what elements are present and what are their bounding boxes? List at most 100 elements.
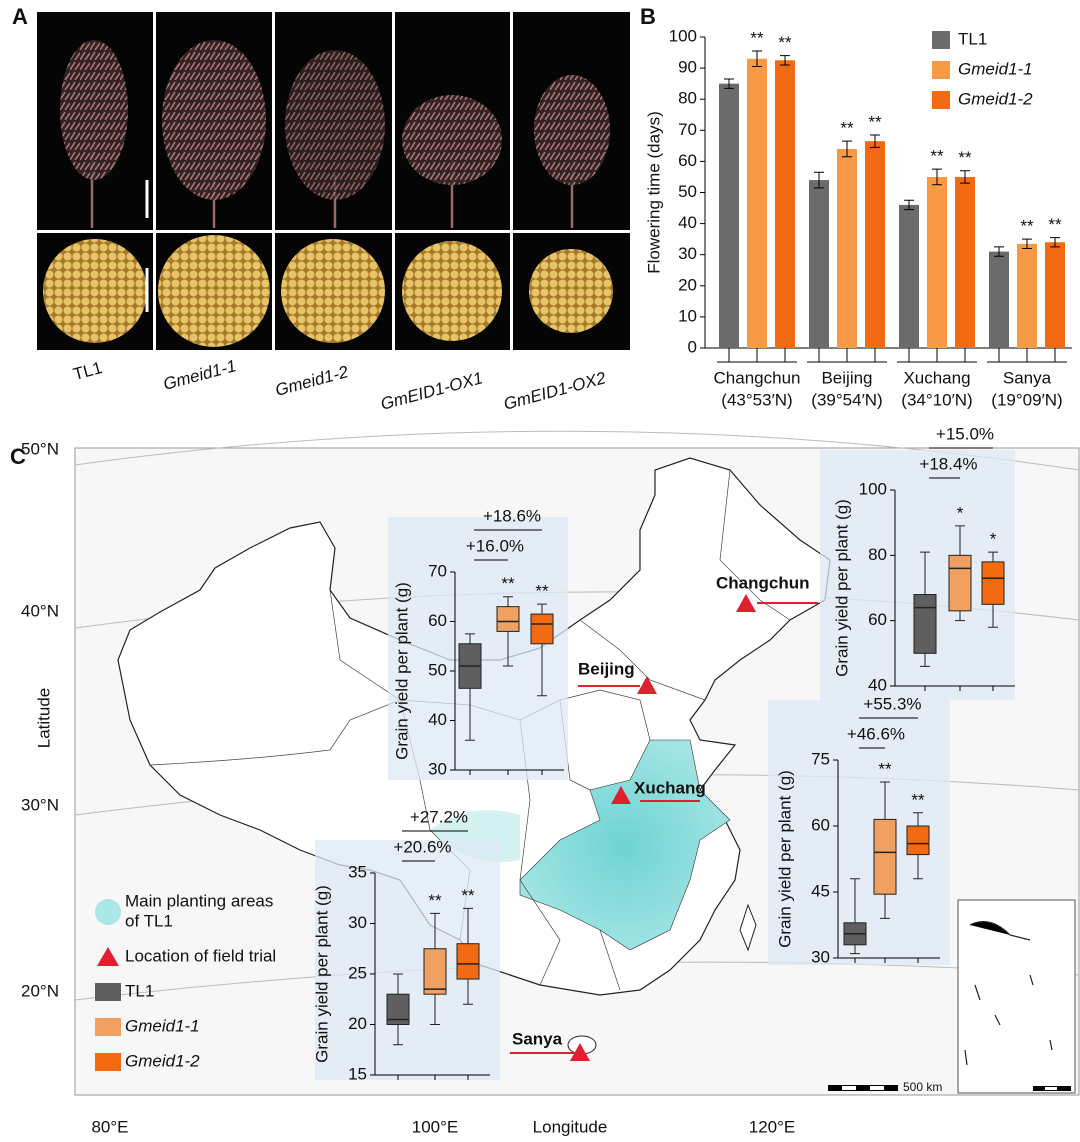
photo-label: Gmeid1-2 (273, 362, 351, 400)
y-axis-label: Flowering time (days) (644, 111, 663, 274)
box (530, 613, 554, 645)
y-tick-label: 25 (348, 963, 367, 982)
y-tick-label: 75 (811, 749, 830, 768)
city-label: Beijing (578, 659, 635, 678)
bar (865, 141, 885, 348)
bar (899, 204, 919, 348)
y-tick-label: 30 (678, 244, 697, 263)
y-tick-label: 10 (678, 306, 697, 325)
photo-label: TL1 (71, 358, 104, 384)
y-tick-label: 15 (348, 1064, 367, 1083)
legend-swatch (932, 91, 950, 109)
y-tick-label: 20 (348, 1014, 367, 1033)
panel-label: B (640, 4, 656, 29)
y-tick-label: 30 (811, 947, 830, 966)
y-tick-label: 40 (428, 710, 447, 729)
significance-label: * (990, 530, 997, 549)
photo-panel (37, 12, 630, 350)
y-tick-label: 40 (678, 213, 697, 232)
legend-swatch (932, 31, 950, 49)
bar (1045, 242, 1065, 348)
panel-label: A (12, 4, 28, 29)
y-axis-label: Grain yield per plant (g) (832, 499, 851, 677)
x-tick-sublabel: (43°53′N) (721, 390, 792, 409)
bar (927, 176, 947, 348)
latitude-label: 20°N (21, 981, 59, 1000)
legend-label: TL1 (125, 981, 154, 1000)
legend-label: Main planting areas (125, 891, 273, 910)
y-tick-label: 70 (678, 120, 697, 139)
y-tick-label: 35 (348, 862, 367, 881)
legend-swatch (95, 1018, 121, 1036)
y-tick-label: 90 (678, 58, 697, 77)
y-axis-label: Grain yield per plant (g) (392, 582, 411, 760)
x-axis-label: Longitude (533, 1117, 608, 1136)
bar (837, 148, 857, 348)
comparison-label: +27.2% (410, 807, 468, 826)
significance-label: ** (868, 112, 882, 131)
error-bar (780, 55, 790, 66)
city-label: Changchun (716, 573, 810, 592)
comparison-label: +20.6% (393, 837, 451, 856)
legend-swatch (95, 899, 121, 925)
box (906, 825, 930, 856)
error-bar (994, 246, 1004, 257)
bar (809, 180, 829, 348)
box (873, 818, 897, 895)
scale-label: 500 km (903, 1080, 942, 1094)
significance-label: ** (501, 574, 515, 593)
bar (775, 60, 795, 348)
significance-label: ** (1020, 217, 1034, 236)
significance-label: ** (878, 759, 892, 778)
significance-label: ** (840, 119, 854, 138)
error-bar (904, 199, 914, 211)
comparison-label: +46.6% (847, 724, 905, 743)
legend-label: Gmeid1-1 (958, 59, 1033, 78)
legend-label: of TL1 (125, 911, 173, 930)
longitude-label: 80°E (91, 1117, 128, 1136)
y-tick-label: 50 (428, 660, 447, 679)
x-tick-sublabel: (34°10′N) (901, 390, 972, 409)
y-tick-label: 60 (678, 151, 697, 170)
bar (955, 176, 975, 348)
comparison-label: +55.3% (863, 694, 921, 713)
longitude-label: 100°E (412, 1117, 459, 1136)
comparison-label: +16.0% (466, 536, 524, 555)
legend-label: Gmeid1-1 (125, 1016, 200, 1035)
y-tick-label: 60 (868, 610, 887, 629)
y-tick-label: 30 (348, 913, 367, 932)
city-label: Sanya (512, 1029, 563, 1048)
y-tick-label: 0 (688, 337, 697, 356)
y-tick-label: 70 (428, 561, 447, 580)
significance-label: ** (750, 28, 764, 47)
legend-label: Gmeid1-2 (125, 1051, 200, 1070)
latitude-label: 50°N (21, 439, 59, 458)
y-tick-label: 60 (428, 611, 447, 630)
comparison-label: +18.4% (919, 454, 977, 473)
legend-label: Gmeid1-2 (958, 89, 1033, 108)
significance-label: ** (535, 582, 549, 601)
photo-label: GmEID1-OX2 (502, 368, 609, 414)
longitude-label: 120°E (749, 1117, 796, 1136)
y-tick-label: 100 (669, 26, 697, 45)
city-label: Xuchang (634, 778, 706, 797)
significance-label: * (957, 503, 964, 522)
error-bar (814, 171, 824, 189)
y-tick-label: 30 (428, 759, 447, 778)
legend-label: TL1 (958, 29, 987, 48)
error-bar (932, 168, 942, 186)
error-bar (870, 134, 880, 148)
significance-label: ** (911, 790, 925, 809)
error-bar (1022, 238, 1032, 249)
bar (989, 251, 1009, 348)
comparison-label: +15.0% (936, 424, 994, 443)
y-tick-label: 100 (859, 479, 887, 498)
legend-swatch (97, 947, 119, 966)
y-tick-label: 40 (868, 675, 887, 694)
box (456, 943, 480, 980)
box (913, 594, 937, 654)
legend-swatch (95, 1053, 121, 1071)
x-tick-label: Changchun (714, 368, 801, 387)
bar (1017, 243, 1037, 348)
latitude-label: 40°N (21, 601, 59, 620)
